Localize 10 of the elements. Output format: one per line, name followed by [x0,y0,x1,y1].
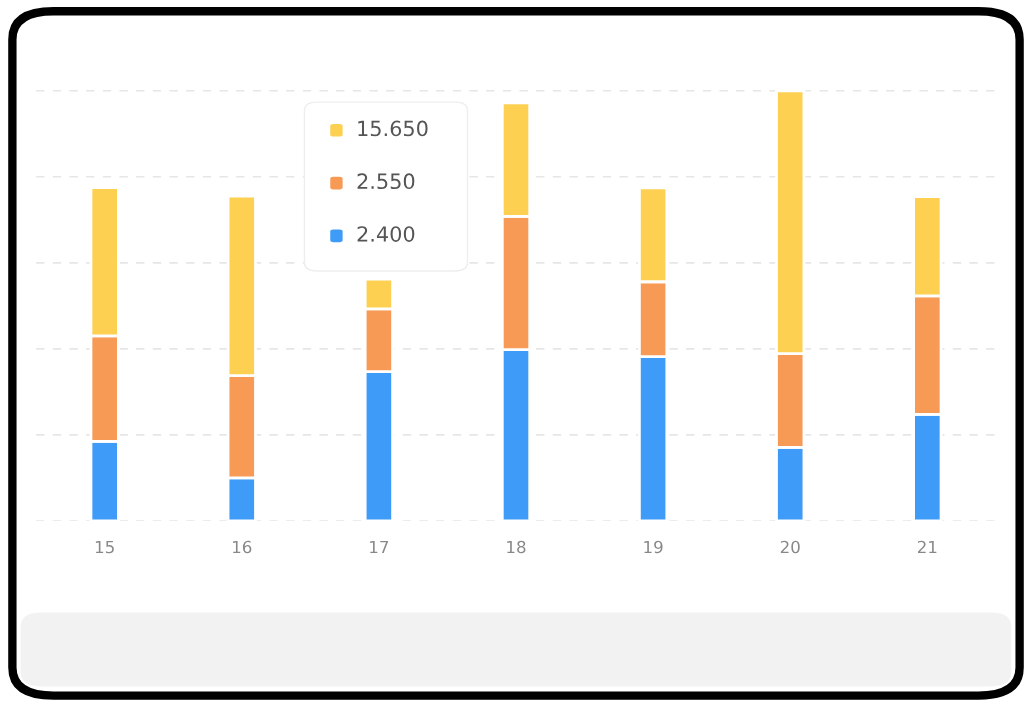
annotation: 15.650 [358,120,428,137]
x-tick-label: 15 [95,540,114,554]
x-tick-label: 17 [370,540,389,554]
annotation: 2.400 [357,226,415,242]
x-tick-label: 18 [507,540,526,554]
x-tick-label: 21 [917,540,937,554]
x-tick-label: 16 [233,540,252,554]
annotation: 2.550 [357,173,415,190]
x-tick-label: 20 [780,540,800,554]
x-tick-label: 19 [644,540,663,554]
